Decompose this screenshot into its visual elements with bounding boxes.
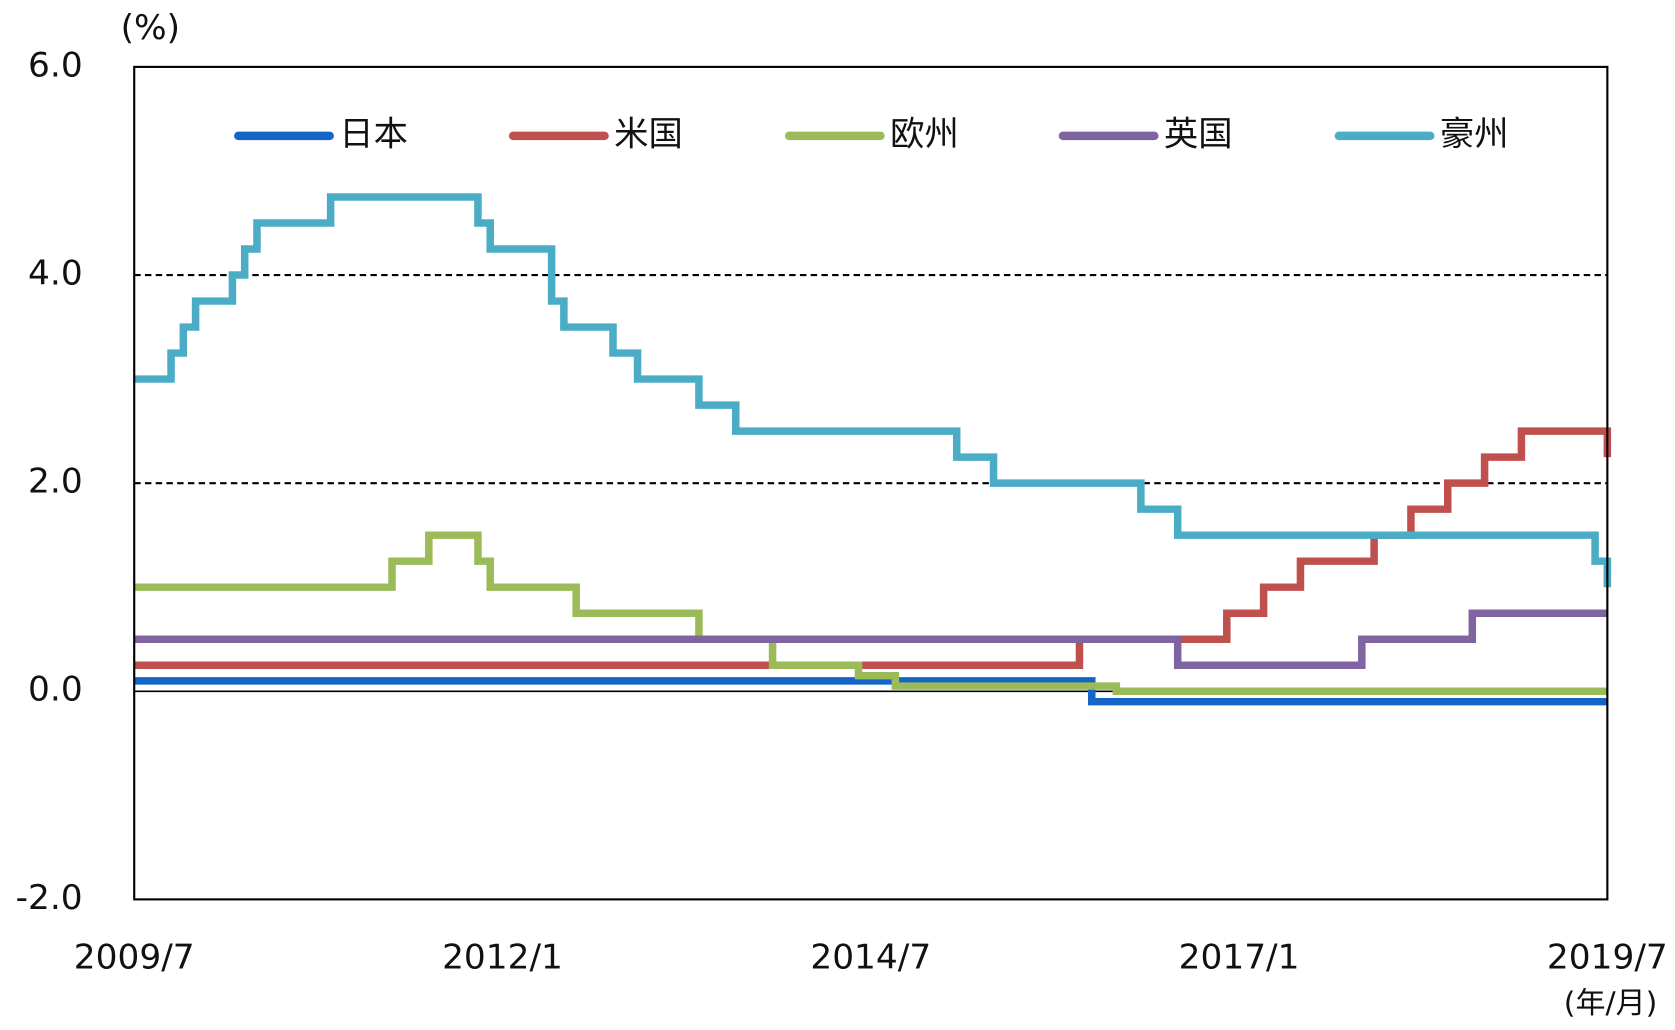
x-tick-label: 2009/7 [74, 937, 195, 977]
series-line [134, 193, 1612, 588]
x-unit: (年/月) [1564, 986, 1658, 1021]
x-tick-label: 2017/1 [1179, 937, 1300, 977]
y-tick-label: 6.0 [28, 46, 83, 86]
plot-frame [133, 65, 1609, 901]
y-tick-label: 2.0 [28, 462, 83, 502]
y-tick-label: -2.0 [16, 878, 83, 918]
y-tick-label: 4.0 [28, 254, 83, 294]
legend-label: 豪州 [1440, 115, 1509, 155]
y-unit: (%) [121, 8, 180, 48]
y-tick-label: 0.0 [28, 670, 83, 710]
legend-label: 日本 [339, 115, 408, 155]
legend-label: 米国 [614, 115, 683, 155]
legend-label: 英国 [1164, 115, 1233, 155]
x-tick-label: 2012/1 [442, 937, 563, 977]
legend-label: 欧州 [890, 115, 959, 155]
series-line [134, 531, 1608, 695]
x-tick-label: 2014/7 [810, 937, 931, 977]
x-tick-label: 2019/7 [1547, 937, 1668, 977]
series-line [134, 427, 1612, 669]
series-line [134, 609, 1608, 669]
series-line [134, 677, 1608, 706]
